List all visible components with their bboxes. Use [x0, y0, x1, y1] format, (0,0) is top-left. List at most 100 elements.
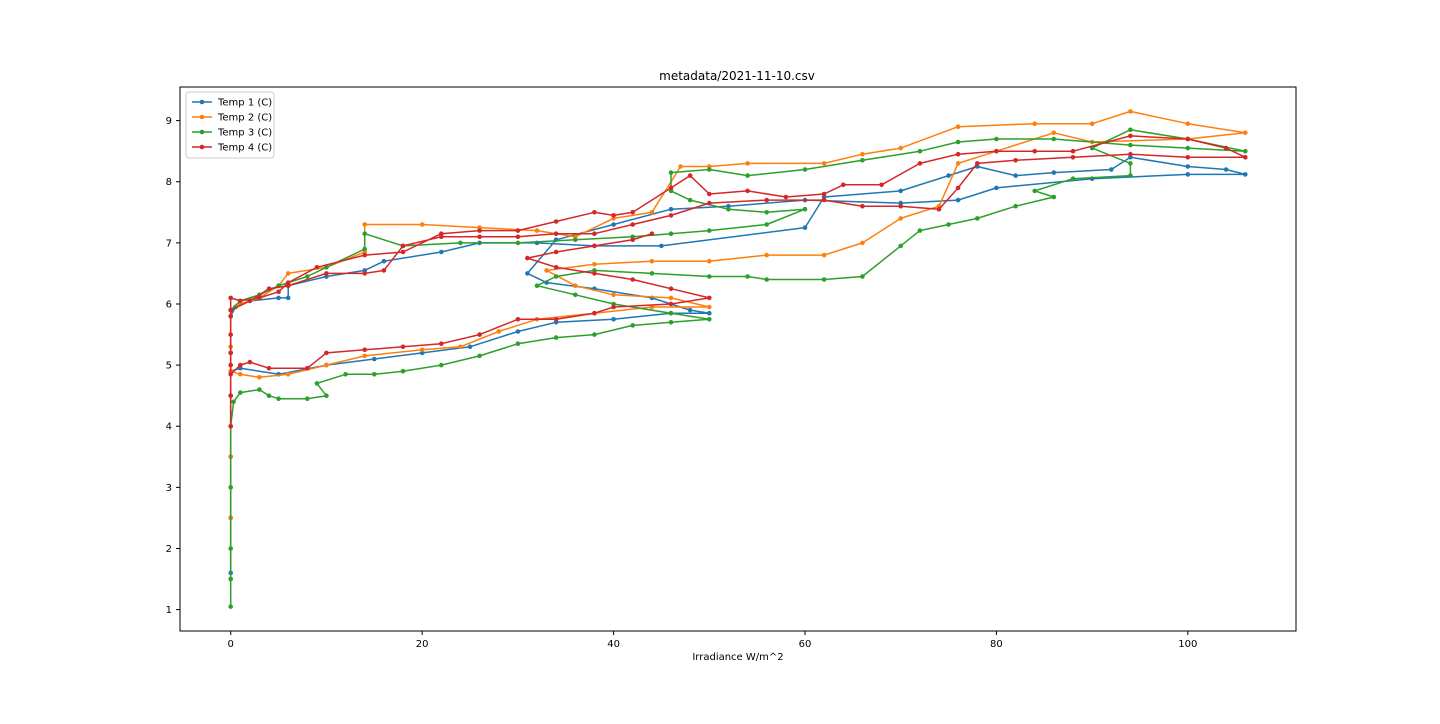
series-4-point-21 [668, 185, 674, 191]
series-1-point-23 [946, 173, 951, 178]
series-4-point-80 [668, 301, 674, 307]
series-4-point-8 [257, 295, 262, 301]
series-3-point-34 [764, 277, 769, 282]
series-1-point-20 [802, 225, 808, 230]
series-4-point-12 [362, 252, 368, 258]
series-4-point-58 [381, 268, 387, 273]
series-4-point-42 [975, 161, 980, 166]
series-4-point-71 [324, 350, 329, 356]
legend-label-2: Temp 2 (C) [217, 113, 272, 124]
series-4-point-85 [553, 265, 559, 270]
series-2-point-53 [496, 329, 502, 334]
series-3-point-14 [343, 372, 348, 377]
series-4-point-87 [553, 249, 559, 255]
series-3-point-32 [707, 274, 712, 279]
series-4-point-29 [917, 161, 923, 166]
series-4-point-7 [238, 298, 243, 304]
series-4-point-59 [362, 271, 368, 276]
series-3-point-28 [534, 283, 540, 289]
series-4-point-17 [553, 219, 559, 224]
series-4-point-37 [1243, 155, 1248, 160]
series-2-point-43 [649, 258, 655, 264]
series-4-point-22 [687, 173, 693, 178]
series-3-point-7 [238, 390, 243, 395]
series-4-point-53 [553, 231, 559, 236]
series-4-point-4 [228, 332, 233, 337]
series-1-point-15 [439, 249, 444, 255]
series-3-point-57 [860, 158, 865, 163]
series-4-point-26 [821, 191, 827, 197]
series-4 [228, 133, 1248, 429]
series-2-point-14 [419, 222, 425, 227]
series-1-point-39 [668, 206, 674, 212]
series-3-point-45 [1128, 173, 1133, 178]
series-2-point-26 [955, 124, 961, 129]
series-3-point-53 [1051, 136, 1057, 142]
series-4-point-35 [1185, 136, 1191, 142]
series-4-point-77 [553, 317, 559, 322]
series-4-point-82 [668, 286, 674, 292]
series-1-point-27 [1109, 167, 1114, 172]
series-2-point-28 [1089, 121, 1095, 126]
series-4-point-78 [592, 310, 597, 316]
series-4-point-18 [592, 210, 597, 215]
legend-marker-3 [199, 129, 205, 135]
series-4-line [229, 135, 1247, 427]
series-3-point-4 [228, 485, 233, 490]
y-tick-label-2: 2 [166, 544, 172, 555]
series-1-point-40 [611, 222, 616, 227]
series-2-point-29 [1128, 109, 1133, 114]
series-2-point-24 [860, 151, 865, 157]
series-3-point-25 [668, 310, 674, 316]
x-tick-label-60: 60 [799, 639, 812, 650]
series-4-point-19 [611, 213, 616, 218]
series-4-point-20 [630, 210, 635, 215]
series-3-point-27 [573, 292, 578, 298]
x-tick-label-80: 80 [990, 639, 1003, 650]
series-3-line [229, 129, 1247, 607]
series-4-point-25 [783, 194, 789, 200]
x-axis: 0 20 40 60 80 100 [228, 631, 1197, 650]
series-3-point-39 [946, 222, 951, 227]
series-4-point-16 [515, 228, 521, 233]
legend-label-3: Temp 3 (C) [217, 128, 272, 139]
series-4-point-73 [400, 344, 406, 350]
series-3-point-64 [726, 206, 731, 212]
series-4-point-45 [898, 203, 903, 209]
series-2-point-39 [860, 240, 865, 246]
series-3-point-68 [707, 228, 712, 233]
series-2 [228, 109, 1248, 582]
series-3-point-10 [276, 396, 281, 402]
series-2-point-23 [821, 161, 827, 166]
series-4-point-66 [228, 372, 233, 377]
series-2-point-34 [1051, 130, 1057, 136]
series-1-point-54 [372, 356, 377, 362]
series-2-point-40 [821, 252, 827, 258]
series-3-point-58 [802, 167, 808, 172]
series-3-point-19 [515, 341, 521, 347]
series-3-point-71 [573, 237, 578, 243]
series-4-point-70 [305, 365, 310, 371]
series-4-point-33 [1070, 148, 1076, 154]
series-2-point-49 [707, 304, 712, 310]
series-2-point-47 [611, 292, 616, 298]
legend-marker-2 [199, 114, 205, 120]
series-2-point-50 [649, 304, 655, 310]
series-3-point-3 [228, 546, 233, 551]
series-2-point-46 [573, 283, 578, 289]
series-3-point-41 [1013, 203, 1018, 209]
series-4-point-11 [314, 265, 320, 270]
series-2-point-19 [649, 210, 655, 215]
series-4-point-52 [592, 231, 597, 236]
series-1-point-19 [659, 243, 664, 249]
series-1-point-29 [1185, 164, 1191, 169]
series-4-point-89 [630, 237, 635, 243]
y-tick-label-8: 8 [166, 177, 172, 188]
series-4-point-54 [515, 234, 521, 240]
series-1 [228, 155, 1248, 576]
series-1-point-14 [381, 258, 387, 264]
y-tick-label-4: 4 [166, 422, 172, 433]
series-3-point-38 [917, 228, 923, 233]
series-4-point-69 [266, 365, 272, 371]
series-4-point-39 [1128, 151, 1133, 157]
